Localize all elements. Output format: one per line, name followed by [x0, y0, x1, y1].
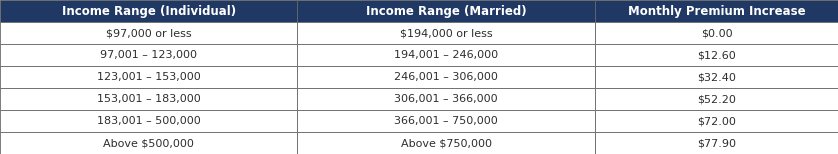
Bar [0, 110, 297, 132]
Text: Above $750,000: Above $750,000 [401, 138, 492, 148]
Bar [297, 0, 595, 22]
Bar [297, 22, 595, 44]
Bar [595, 66, 838, 88]
Text: Monthly Premium Increase: Monthly Premium Increase [628, 4, 805, 18]
Text: 183,001 – 500,000: 183,001 – 500,000 [97, 116, 200, 126]
Text: 366,001 – 750,000: 366,001 – 750,000 [395, 116, 498, 126]
Bar [0, 44, 297, 66]
Text: 97,001 – 123,000: 97,001 – 123,000 [101, 50, 197, 60]
Text: $77.90: $77.90 [697, 138, 736, 148]
Bar [0, 22, 297, 44]
Bar [595, 88, 838, 110]
Bar [595, 110, 838, 132]
Bar [0, 66, 297, 88]
Bar [297, 88, 595, 110]
Bar [595, 22, 838, 44]
Text: 194,001 – 246,000: 194,001 – 246,000 [394, 50, 499, 60]
Bar [595, 44, 838, 66]
Text: $72.00: $72.00 [697, 116, 736, 126]
Bar [595, 0, 838, 22]
Bar [0, 132, 297, 154]
Bar [297, 44, 595, 66]
Bar [297, 66, 595, 88]
Text: Income Range (Individual): Income Range (Individual) [62, 4, 235, 18]
Text: Above $500,000: Above $500,000 [103, 138, 194, 148]
Text: 123,001 – 153,000: 123,001 – 153,000 [97, 72, 200, 82]
Text: $0.00: $0.00 [701, 28, 732, 38]
Text: $32.40: $32.40 [697, 72, 736, 82]
Text: $97,000 or less: $97,000 or less [106, 28, 192, 38]
Text: $12.60: $12.60 [697, 50, 736, 60]
Text: 153,001 – 183,000: 153,001 – 183,000 [97, 94, 200, 104]
Text: $194,000 or less: $194,000 or less [400, 28, 493, 38]
Bar [297, 132, 595, 154]
Bar [595, 132, 838, 154]
Bar [0, 88, 297, 110]
Text: $52.20: $52.20 [697, 94, 736, 104]
Bar [297, 110, 595, 132]
Bar [0, 0, 297, 22]
Text: 306,001 – 366,000: 306,001 – 366,000 [395, 94, 498, 104]
Text: 246,001 – 306,000: 246,001 – 306,000 [395, 72, 498, 82]
Text: Income Range (Married): Income Range (Married) [366, 4, 526, 18]
